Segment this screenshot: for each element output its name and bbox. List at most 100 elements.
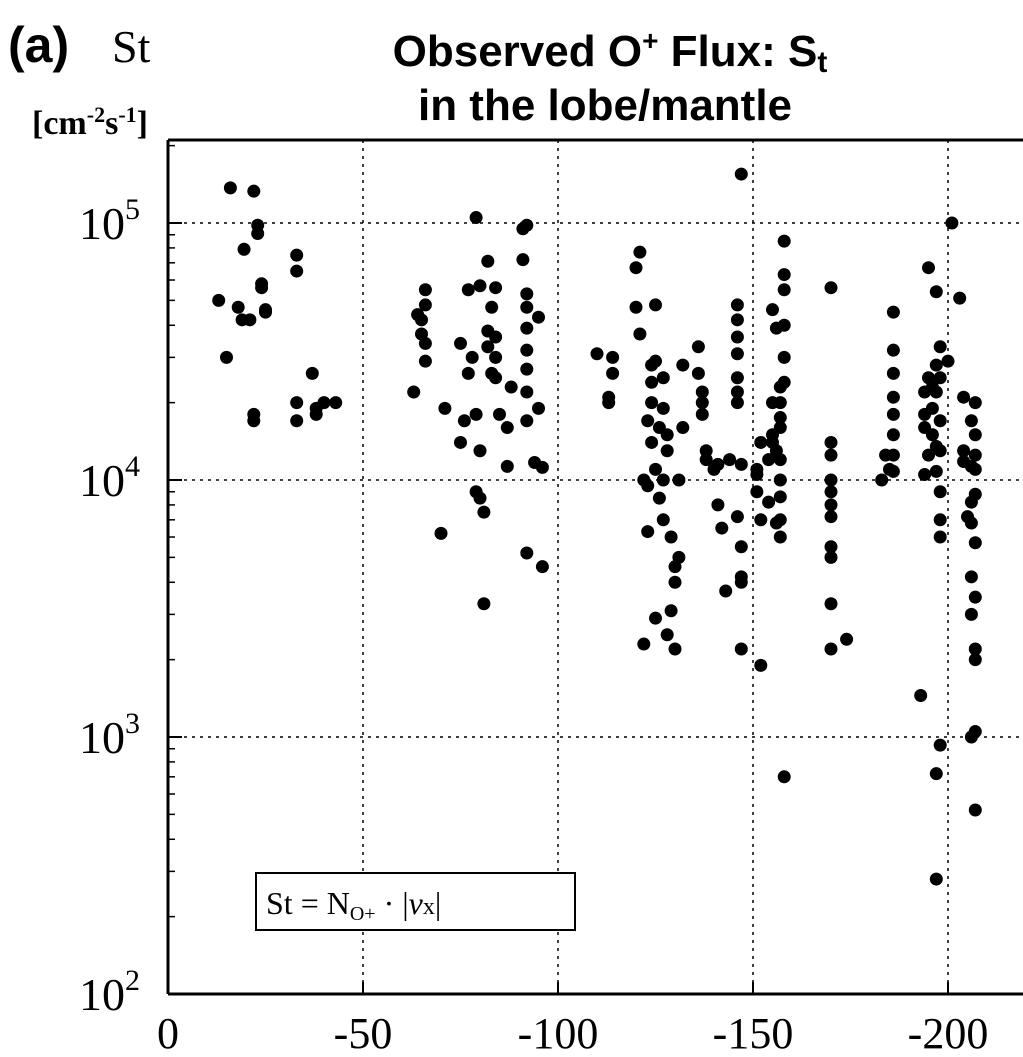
data-point (454, 435, 467, 449)
data-point (754, 435, 768, 449)
data-point (485, 300, 499, 314)
data-point (734, 540, 748, 554)
data-point (251, 227, 265, 241)
data-point (933, 485, 947, 499)
data-point (656, 473, 670, 487)
data-point (968, 653, 982, 667)
data-point (730, 396, 744, 410)
data-point (777, 268, 791, 282)
data-point (750, 468, 764, 482)
data-point (438, 401, 452, 415)
data-point (824, 498, 838, 512)
data-point (633, 245, 647, 259)
data-point (691, 366, 705, 380)
data-point (773, 530, 787, 544)
data-point (664, 604, 678, 618)
data-point (469, 211, 483, 225)
data-point (968, 487, 982, 501)
data-point (290, 248, 304, 262)
data-point (777, 283, 791, 297)
data-point (929, 358, 943, 372)
data-point (730, 385, 744, 399)
data-point (777, 375, 791, 389)
data-point (454, 336, 467, 350)
data-point (933, 340, 947, 354)
data-point (968, 590, 982, 604)
data-point (633, 327, 647, 341)
data-point (824, 473, 838, 487)
y-tick-label: 103 (79, 707, 140, 763)
data-points (212, 167, 982, 886)
data-point (520, 343, 534, 357)
data-point (649, 298, 662, 312)
data-point (465, 350, 479, 364)
data-point (457, 414, 471, 428)
data-point (606, 350, 620, 364)
data-point (473, 491, 487, 505)
data-point (730, 510, 744, 524)
data-point (711, 498, 725, 512)
data-point (247, 414, 261, 428)
data-point (933, 371, 947, 385)
data-point (723, 453, 737, 467)
data-point (730, 371, 744, 385)
data-point (645, 375, 659, 389)
data-point (477, 597, 491, 611)
data-point (516, 253, 530, 267)
data-point (777, 350, 791, 364)
data-point (212, 293, 226, 307)
data-point (606, 366, 620, 380)
data-point (418, 354, 432, 368)
data-point (649, 611, 662, 625)
data-point (652, 491, 666, 505)
data-point (964, 570, 978, 584)
data-point (520, 385, 534, 399)
data-point (247, 184, 261, 198)
data-point (754, 513, 768, 527)
data-point (773, 473, 787, 487)
data-point (418, 283, 432, 297)
data-point (668, 575, 682, 589)
data-point (750, 485, 764, 499)
data-point (777, 234, 791, 248)
data-point (886, 464, 900, 478)
data-point (532, 401, 545, 415)
data-point (734, 575, 748, 589)
data-point (520, 300, 534, 314)
data-point (968, 536, 982, 550)
data-point (477, 505, 491, 519)
data-point (933, 738, 947, 752)
data-point (968, 428, 982, 442)
data-point (730, 347, 744, 361)
y-tick-label: 105 (79, 193, 140, 249)
data-point (415, 313, 428, 327)
data-point (290, 396, 304, 410)
data-point (668, 642, 682, 656)
data-point (660, 428, 674, 442)
data-point (699, 444, 713, 458)
data-point (660, 444, 674, 458)
equation-text: St = NO+ · |vx| (266, 885, 441, 925)
data-point (933, 414, 947, 428)
data-point (520, 218, 534, 232)
data-point (461, 283, 475, 297)
y-tick-labels: 102 103 104 105 (79, 193, 140, 1020)
data-point (493, 407, 506, 421)
data-point (489, 330, 503, 344)
data-point (886, 366, 900, 380)
data-point (773, 421, 787, 435)
data-point (968, 396, 982, 410)
data-point (629, 300, 643, 314)
data-point (777, 318, 791, 332)
data-point (695, 396, 709, 410)
data-point (473, 279, 487, 293)
data-point (922, 448, 935, 462)
data-point (824, 540, 838, 554)
data-point (520, 362, 534, 376)
data-point (824, 435, 838, 449)
data-point (641, 414, 655, 428)
data-point (641, 525, 655, 539)
data-point (629, 261, 643, 275)
equation-box (255, 872, 576, 931)
